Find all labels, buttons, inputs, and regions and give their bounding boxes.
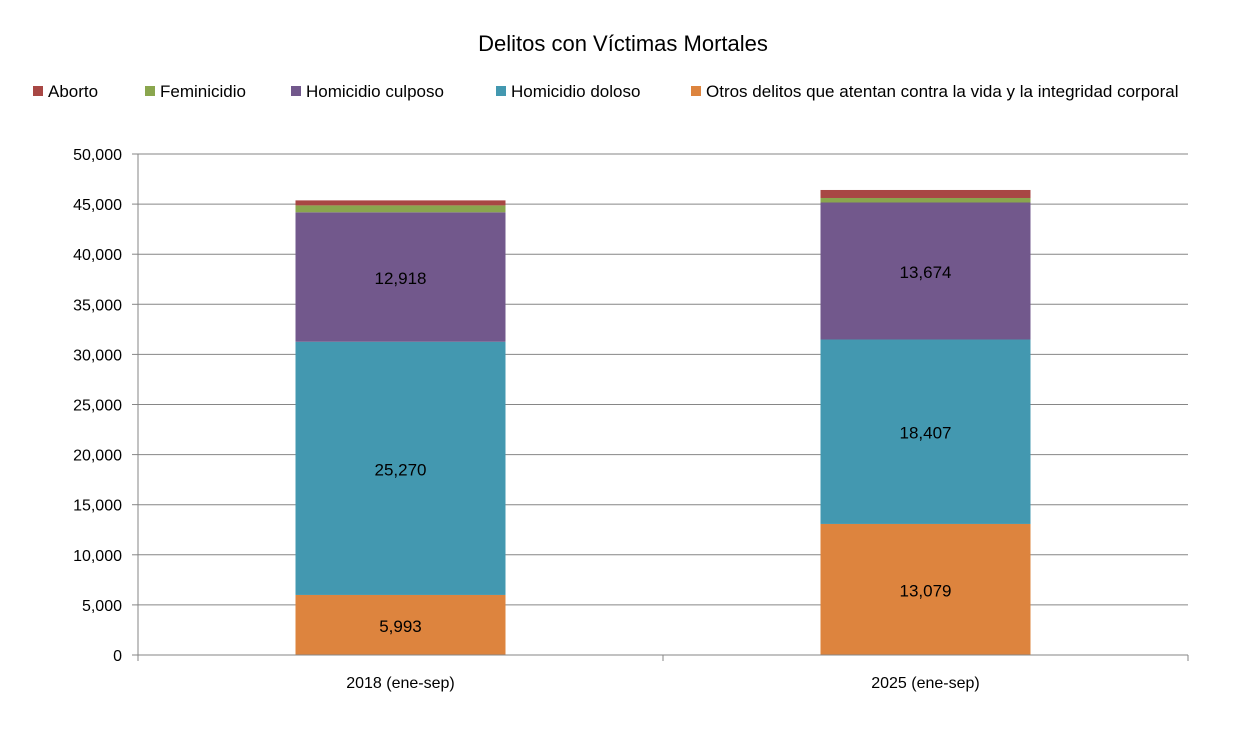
y-tick-label: 15,000 — [73, 498, 122, 515]
y-tick-label: 25,000 — [73, 398, 122, 415]
bars: 5,993 25,270 12,918 13,079 18,407 13,674 — [295, 189, 1031, 655]
x-tick-label: 2025 (ene-sep) — [871, 675, 980, 692]
y-tick-label: 20,000 — [73, 448, 122, 465]
bar-segment — [295, 594, 506, 655]
y-tick-label: 10,000 — [73, 548, 122, 565]
x-tick-label: 2018 (ene-sep) — [346, 675, 455, 692]
data-label: 13,079 — [900, 581, 952, 600]
data-label: 25,270 — [375, 460, 427, 479]
y-tick-label: 40,000 — [73, 247, 122, 264]
legend-swatch — [291, 86, 301, 96]
legend-swatch — [33, 86, 43, 96]
y-tick-label: 35,000 — [73, 297, 122, 314]
data-label: 5,993 — [379, 617, 422, 636]
bar-segment — [295, 212, 506, 342]
y-tick-label: 5,000 — [82, 598, 122, 615]
legend-label: Homicidio culposo — [306, 82, 444, 101]
legend: Aborto Feminicidio Homicidio culposo Homici… — [33, 82, 1179, 101]
bar-segment — [295, 200, 506, 206]
bar-segment — [820, 202, 1031, 340]
data-label: 12,918 — [375, 269, 427, 288]
data-label: 18,407 — [900, 424, 952, 443]
y-tick-label: 30,000 — [73, 347, 122, 364]
data-label: 13,674 — [900, 263, 952, 282]
legend-swatch — [496, 86, 506, 96]
y-tick-label: 50,000 — [73, 147, 122, 164]
legend-label: Aborto — [48, 82, 98, 101]
y-tick-label: 0 — [113, 648, 122, 665]
legend-label: Otros delitos que atentan contra la vida… — [706, 82, 1179, 101]
legend-swatch — [145, 86, 155, 96]
bar-segment — [295, 341, 506, 595]
y-tick-label: 45,000 — [73, 197, 122, 214]
legend-label: Feminicidio — [160, 82, 246, 101]
bar-segment — [295, 205, 506, 213]
bar-segment — [820, 339, 1031, 524]
legend-swatch — [691, 86, 701, 96]
chart-title: Delitos con Víctimas Mortales — [478, 31, 768, 56]
bar-segment — [820, 189, 1031, 198]
legend-label: Homicidio doloso — [511, 82, 640, 101]
bar-segment — [820, 197, 1031, 203]
bar-segment — [820, 523, 1031, 655]
axes: 0 5,000 10,000 15,000 20,000 25,000 30,000 35,0… — [73, 147, 1189, 692]
